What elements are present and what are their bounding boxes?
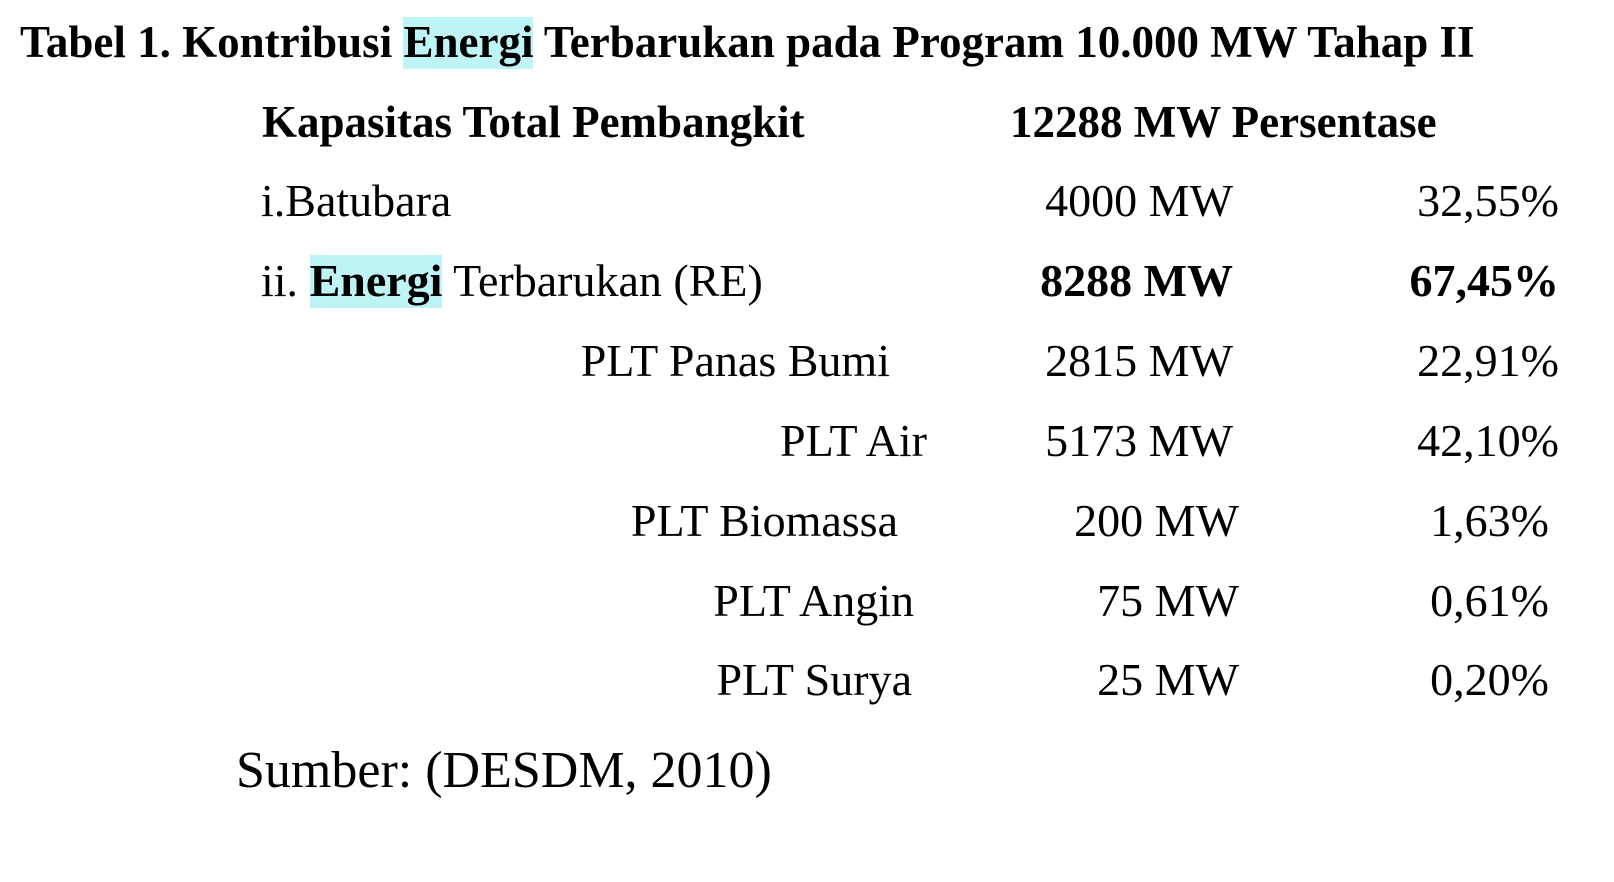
row-capacity-air: 5173 MW xyxy=(1045,415,1233,466)
header-total-capacity: 12288 MW Persentase xyxy=(1010,100,1437,145)
source-citation: Sumber: (DESDM, 2010) xyxy=(236,742,772,799)
header-total: 12288 MW xyxy=(1010,97,1221,147)
row-label-highlight: Energi xyxy=(309,255,443,308)
header-label: Kapasitas Total Pembangkit xyxy=(262,97,805,147)
row-percent-panas-bumi: 22,91% xyxy=(1417,335,1559,386)
row-label-panas-bumi: PLT Panas Bumi xyxy=(580,335,890,386)
row-label-angin: PLT Angin xyxy=(713,575,914,626)
row-label-prefix: ii. xyxy=(261,255,299,306)
row-label-surya: PLT Surya xyxy=(716,654,912,705)
row-label-batubara: i.Batubara xyxy=(261,175,452,226)
title-highlight: Energi xyxy=(403,17,534,69)
row-capacity-panas-bumi: 2815 MW xyxy=(1045,335,1233,386)
title-suffix: Terbarukan pada Program 10.000 MW Tahap … xyxy=(543,17,1475,67)
title-prefix: Tabel 1. Kontribusi xyxy=(20,17,393,67)
row-percent-batubara: 32,55% xyxy=(1417,175,1559,226)
table-title: Tabel 1. Kontribusi Energi Terbarukan pa… xyxy=(20,17,1475,69)
row-capacity-biomassa: 200 MW xyxy=(1074,495,1239,546)
row-percent-biomassa: 1,63% xyxy=(1430,495,1549,546)
row-capacity-angin: 75 MW xyxy=(1097,575,1239,626)
row-label-suffix: Terbarukan (RE) xyxy=(453,255,763,306)
row-percent-angin: 0,61% xyxy=(1430,575,1549,626)
row-capacity-surya: 25 MW xyxy=(1097,654,1239,705)
row-label-biomassa: PLT Biomassa xyxy=(630,495,898,546)
row-percent-surya: 0,20% xyxy=(1430,654,1549,705)
row-percent-air: 42,10% xyxy=(1417,415,1559,466)
row-percent-energi-terbarukan: 67,45% xyxy=(1409,255,1560,306)
header-percent-label: Persentase xyxy=(1231,97,1437,147)
row-capacity-energi-terbarukan: 8288 MW xyxy=(1040,255,1233,306)
row-label-energi-terbarukan: ii. Energi Terbarukan (RE) xyxy=(261,255,763,308)
row-label-air: PLT Air xyxy=(779,415,927,466)
row-capacity-batubara: 4000 MW xyxy=(1045,175,1233,226)
